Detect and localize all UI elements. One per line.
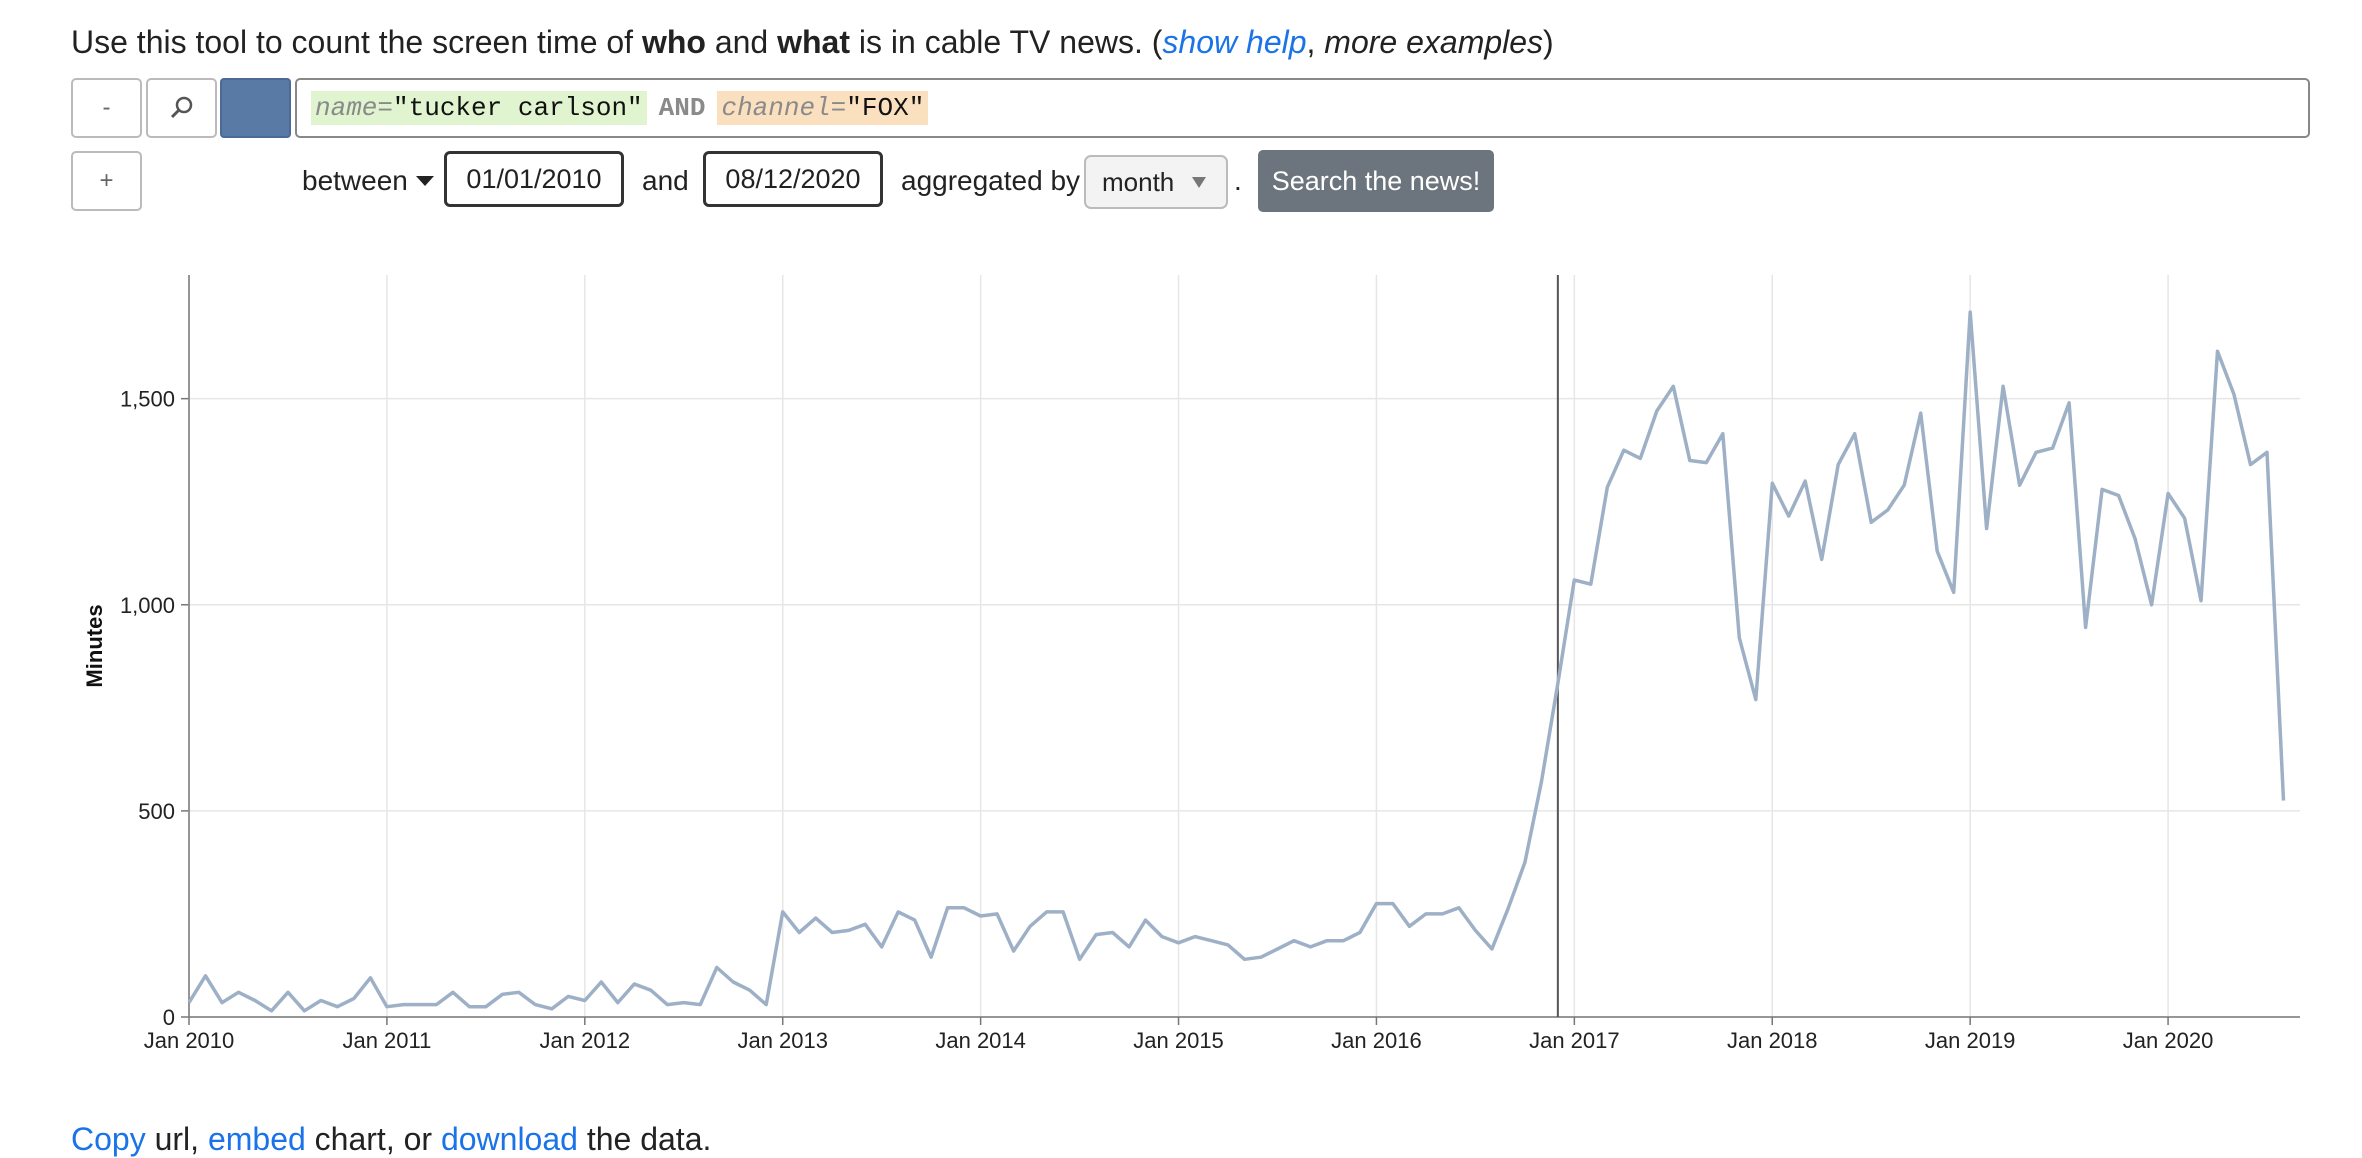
x-tick-label: Jan 2015 [1133, 1028, 1224, 1053]
period-text: . [1234, 165, 1242, 196]
intro-who: who [641, 24, 706, 60]
x-tick-label: Jan 2010 [144, 1028, 235, 1053]
footer-chart-text: chart, or [305, 1121, 441, 1157]
query-operator: AND [658, 93, 706, 123]
query-name-key: name= [315, 93, 394, 123]
x-tick-label: Jan 2018 [1727, 1028, 1818, 1053]
embed-chart-link[interactable]: embed [207, 1121, 306, 1157]
query-channel-value: "FOX" [846, 93, 925, 123]
x-tick-label: Jan 2020 [2123, 1028, 2214, 1053]
footer-text: Copy url, embed chart, or download the d… [71, 1121, 711, 1158]
query-channel-token: channel="FOX" [717, 91, 929, 125]
intro-comma: , [1306, 24, 1325, 60]
copy-url-link[interactable]: Copy [71, 1121, 146, 1157]
intro-and: and [705, 24, 778, 60]
x-tick-label: Jan 2014 [935, 1028, 1026, 1053]
aggregation-value: month [1102, 166, 1175, 197]
query-name-token: name="tucker carlson" [311, 91, 647, 125]
query-name-value: "tucker carlson" [393, 93, 643, 123]
x-tick-label: Jan 2019 [1925, 1028, 2016, 1053]
footer-data-text: the data. [577, 1121, 712, 1157]
footer-url-text: url, [145, 1121, 208, 1157]
intro-suffix: is in cable TV news. ( [850, 24, 1163, 60]
magnifier-icon [170, 96, 192, 119]
x-tick-label: Jan 2016 [1331, 1028, 1422, 1053]
aggregation-select[interactable]: month [1084, 155, 1228, 209]
y-tick-label: 0 [163, 1005, 175, 1030]
series-color-swatch[interactable] [220, 78, 291, 138]
caret-down-icon [415, 176, 434, 186]
start-date-input[interactable]: 01/01/2010 [444, 151, 624, 207]
plus-label: + [99, 167, 114, 194]
select-arrow-icon [1192, 177, 1206, 188]
x-tick-label: Jan 2012 [540, 1028, 631, 1053]
screen-time-chart: 0 500 1,000 1,500 Jan 2010 Jan 2011 Jan 2012 Ja… [82, 275, 2300, 1053]
query-input[interactable]: name="tucker carlson" AND channel="FOX" [295, 78, 2310, 138]
search-news-button[interactable]: Search the news! [1258, 150, 1494, 212]
minus-label: - [102, 94, 111, 121]
aggregated-by-label: aggregated by [901, 165, 1081, 196]
x-tick-label: Jan 2011 [342, 1028, 431, 1053]
between-label: between [302, 165, 408, 196]
intro-close: ) [1543, 24, 1554, 60]
intro-prefix: Use this tool to count the screen time o… [71, 24, 642, 60]
search-row-button[interactable] [146, 78, 217, 138]
intro-text: Use this tool to count the screen time o… [71, 24, 1554, 61]
y-tick-label: 1,000 [120, 593, 175, 618]
y-tick-label: 500 [138, 799, 175, 824]
between-dropdown[interactable]: between [302, 151, 434, 211]
y-tick-label: 1,500 [120, 387, 175, 412]
show-help-link[interactable]: show help [1162, 24, 1307, 60]
remove-row-button[interactable]: - [71, 78, 142, 138]
download-data-link[interactable]: download [440, 1121, 578, 1157]
y-axis-label: Minutes [82, 604, 107, 687]
x-tick-label: Jan 2017 [1529, 1028, 1620, 1053]
and-label: and [642, 165, 689, 196]
series-line [187, 310, 2286, 1013]
more-examples-link[interactable]: more examples [1324, 24, 1544, 60]
intro-what: what [777, 24, 850, 60]
query-channel-key: channel= [721, 93, 847, 123]
end-date-input[interactable]: 08/12/2020 [703, 151, 883, 207]
x-tick-label: Jan 2013 [737, 1028, 828, 1053]
add-row-button[interactable]: + [71, 151, 142, 211]
